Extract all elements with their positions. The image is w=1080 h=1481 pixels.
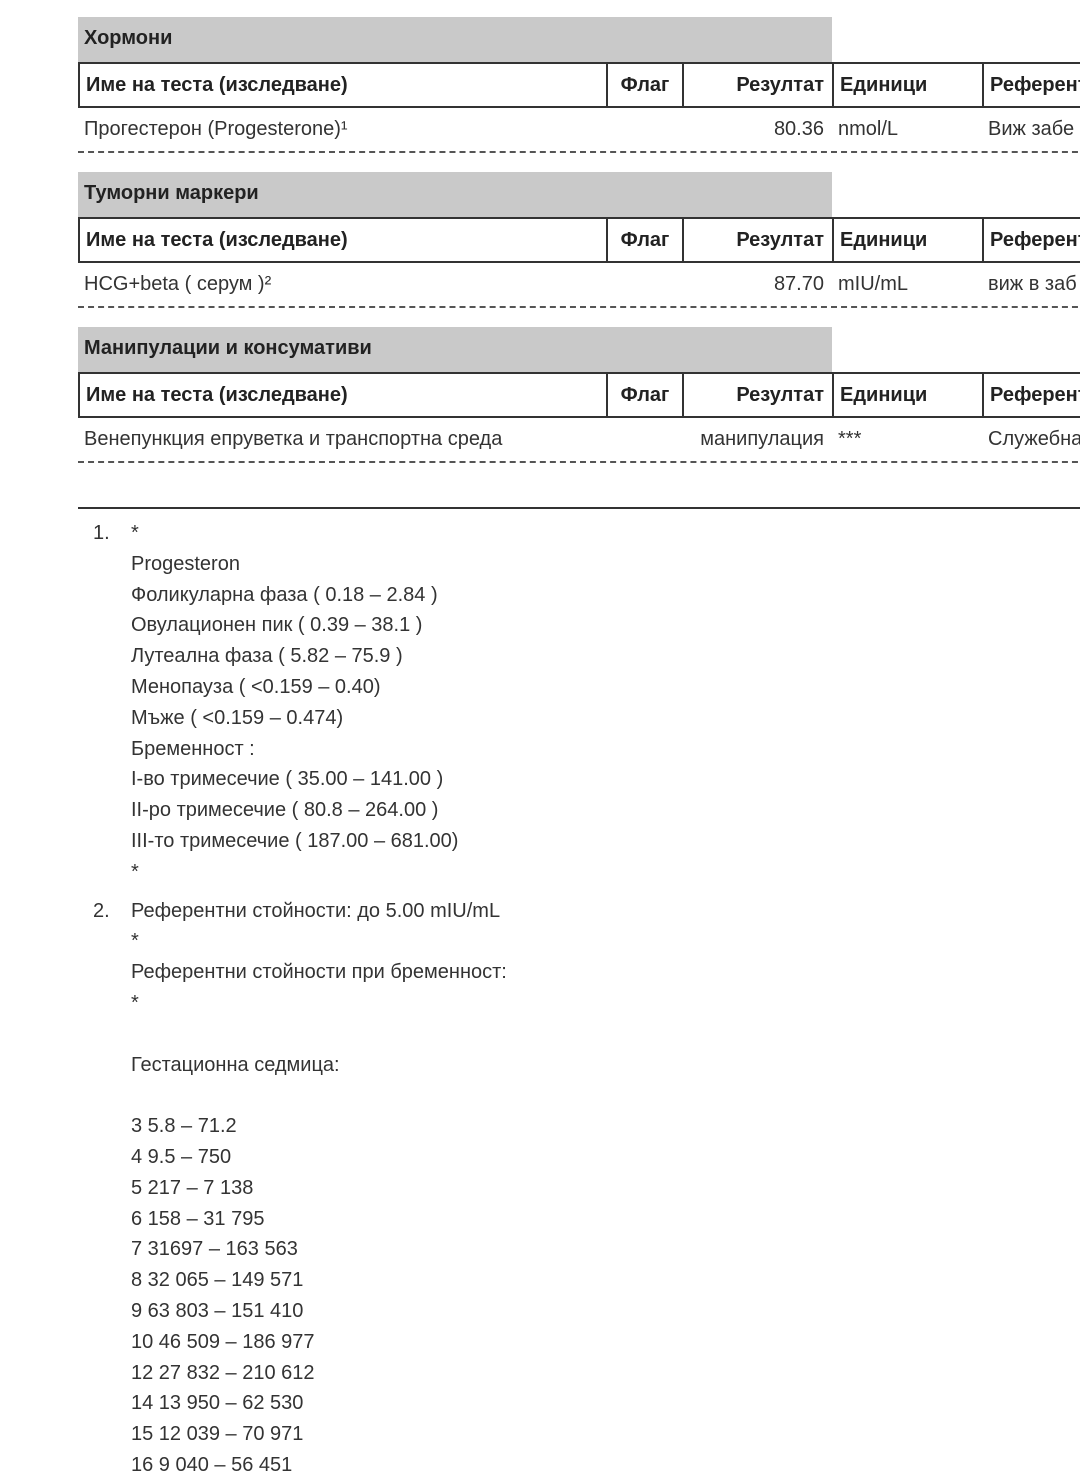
table-row: Венепункция епруветка и транспортна сред…	[78, 417, 1080, 463]
note-line: 8 32 065 – 149 571	[131, 1269, 304, 1292]
table-cell: манипулация	[700, 428, 824, 450]
divider	[78, 507, 1080, 509]
table-cell: mIU/mL	[838, 273, 908, 295]
table-header: Име на теста (изследване) Флаг Резултат Еди…	[78, 62, 1080, 108]
table-cell: 87.70	[773, 273, 824, 295]
note-line: Референтни стойности: до 5.00 mIU/mL	[131, 899, 501, 922]
note-line: 3 5.8 – 71.2	[131, 1115, 237, 1138]
table-cell: nmol/L	[838, 118, 899, 140]
column-header: Име на теста (изследване)	[78, 64, 606, 106]
note-line: II-ро тримесечие ( 80.8 – 264.00 )	[131, 799, 439, 822]
table-cell: Прогестерон (Progesterone)¹	[84, 118, 348, 140]
note-line: 4 9.5 – 750	[131, 1146, 232, 1168]
column-header: Референт	[982, 374, 1080, 416]
column-header: Референт	[982, 64, 1080, 106]
note-line: 16 9 040 – 56 451	[131, 1454, 293, 1476]
note-line: Гестационна седмица:	[131, 1053, 340, 1076]
note-line: I-во тримесечие ( 35.00 – 141.00 )	[131, 768, 444, 791]
note-line: *	[131, 522, 139, 544]
note-line: 6 158 – 31 795	[131, 1207, 265, 1230]
section-title: Хормони	[84, 27, 173, 49]
note-line: Progesteron	[131, 552, 240, 575]
note-line: Референтни стойности при бременност:	[131, 961, 507, 984]
column-header: Резултат	[682, 374, 832, 416]
note-line: 9 63 803 – 151 410	[131, 1300, 304, 1322]
note-line: III-то тримесечие ( 187.00 – 681.00)	[131, 830, 459, 852]
column-header: Единици	[832, 219, 982, 261]
table-cell: 80.36	[773, 118, 824, 140]
note-line: *	[131, 992, 139, 1014]
table-cell: HCG+beta ( серум )²	[84, 273, 272, 295]
column-header: Резултат	[682, 219, 832, 261]
column-header: Флаг	[606, 64, 682, 106]
column-header: Единици	[832, 64, 982, 106]
section-title-bar: Туморни маркери	[78, 172, 832, 217]
note-line: 15 12 039 – 70 971	[131, 1423, 304, 1446]
note-marker: 2.	[93, 899, 110, 922]
note-line: 10 46 509 – 186 977	[131, 1330, 315, 1353]
table-cell: Венепункция епруветка и транспортна сред…	[84, 428, 503, 450]
note-line: *	[131, 860, 139, 883]
note-line: Фоликуларна фаза ( 0.18 – 2.84 )	[131, 583, 438, 606]
note-line: Менопауза ( <0.159 – 0.40)	[131, 676, 381, 698]
table-row: Прогестерон (Progesterone)¹ 80.36 nmol/L Ви…	[78, 107, 1080, 153]
section-title-bar: Манипулации и консумативи	[78, 327, 832, 372]
note-line: Овулационен пик ( 0.39 – 38.1 )	[131, 614, 423, 637]
table-header: Име на теста (изследване) Флаг Резултат Еди…	[78, 372, 1080, 418]
section-title-bar: Хормони	[78, 17, 832, 62]
table-cell: Служебна	[988, 428, 1080, 450]
table-row: HCG+beta ( серум )² 87.70 mIU/mL виж в заб	[78, 262, 1080, 308]
column-header: Референт	[982, 219, 1080, 261]
note-line: 5 217 – 7 138	[131, 1176, 254, 1199]
note-line: 14 13 950 – 62 530	[131, 1392, 304, 1415]
column-header: Флаг	[606, 219, 682, 261]
table-cell: виж в заб	[988, 273, 1077, 295]
column-header: Флаг	[606, 374, 682, 416]
note-line: Мъже ( <0.159 – 0.474)	[131, 706, 344, 729]
note-line: Бременност :	[131, 737, 255, 760]
section-title: Манипулации и консумативи	[84, 337, 372, 359]
note-line: *	[131, 930, 139, 953]
note-line: Лутеална фаза ( 5.82 – 75.9 )	[131, 645, 403, 668]
section-title: Туморни маркери	[84, 182, 259, 204]
table-cell: ***	[838, 428, 862, 450]
table-cell: Виж забе	[988, 118, 1075, 140]
column-header: Име на теста (изследване)	[78, 374, 606, 416]
column-header: Единици	[832, 374, 982, 416]
column-header: Име на теста (изследване)	[78, 219, 606, 261]
table-header: Име на теста (изследване) Флаг Резултат Еди…	[78, 217, 1080, 263]
column-header: Резултат	[682, 64, 832, 106]
note-marker: 1.	[93, 522, 110, 544]
note-line: 7 31697 – 163 563	[131, 1238, 298, 1261]
note-line: 12 27 832 – 210 612	[131, 1361, 315, 1384]
